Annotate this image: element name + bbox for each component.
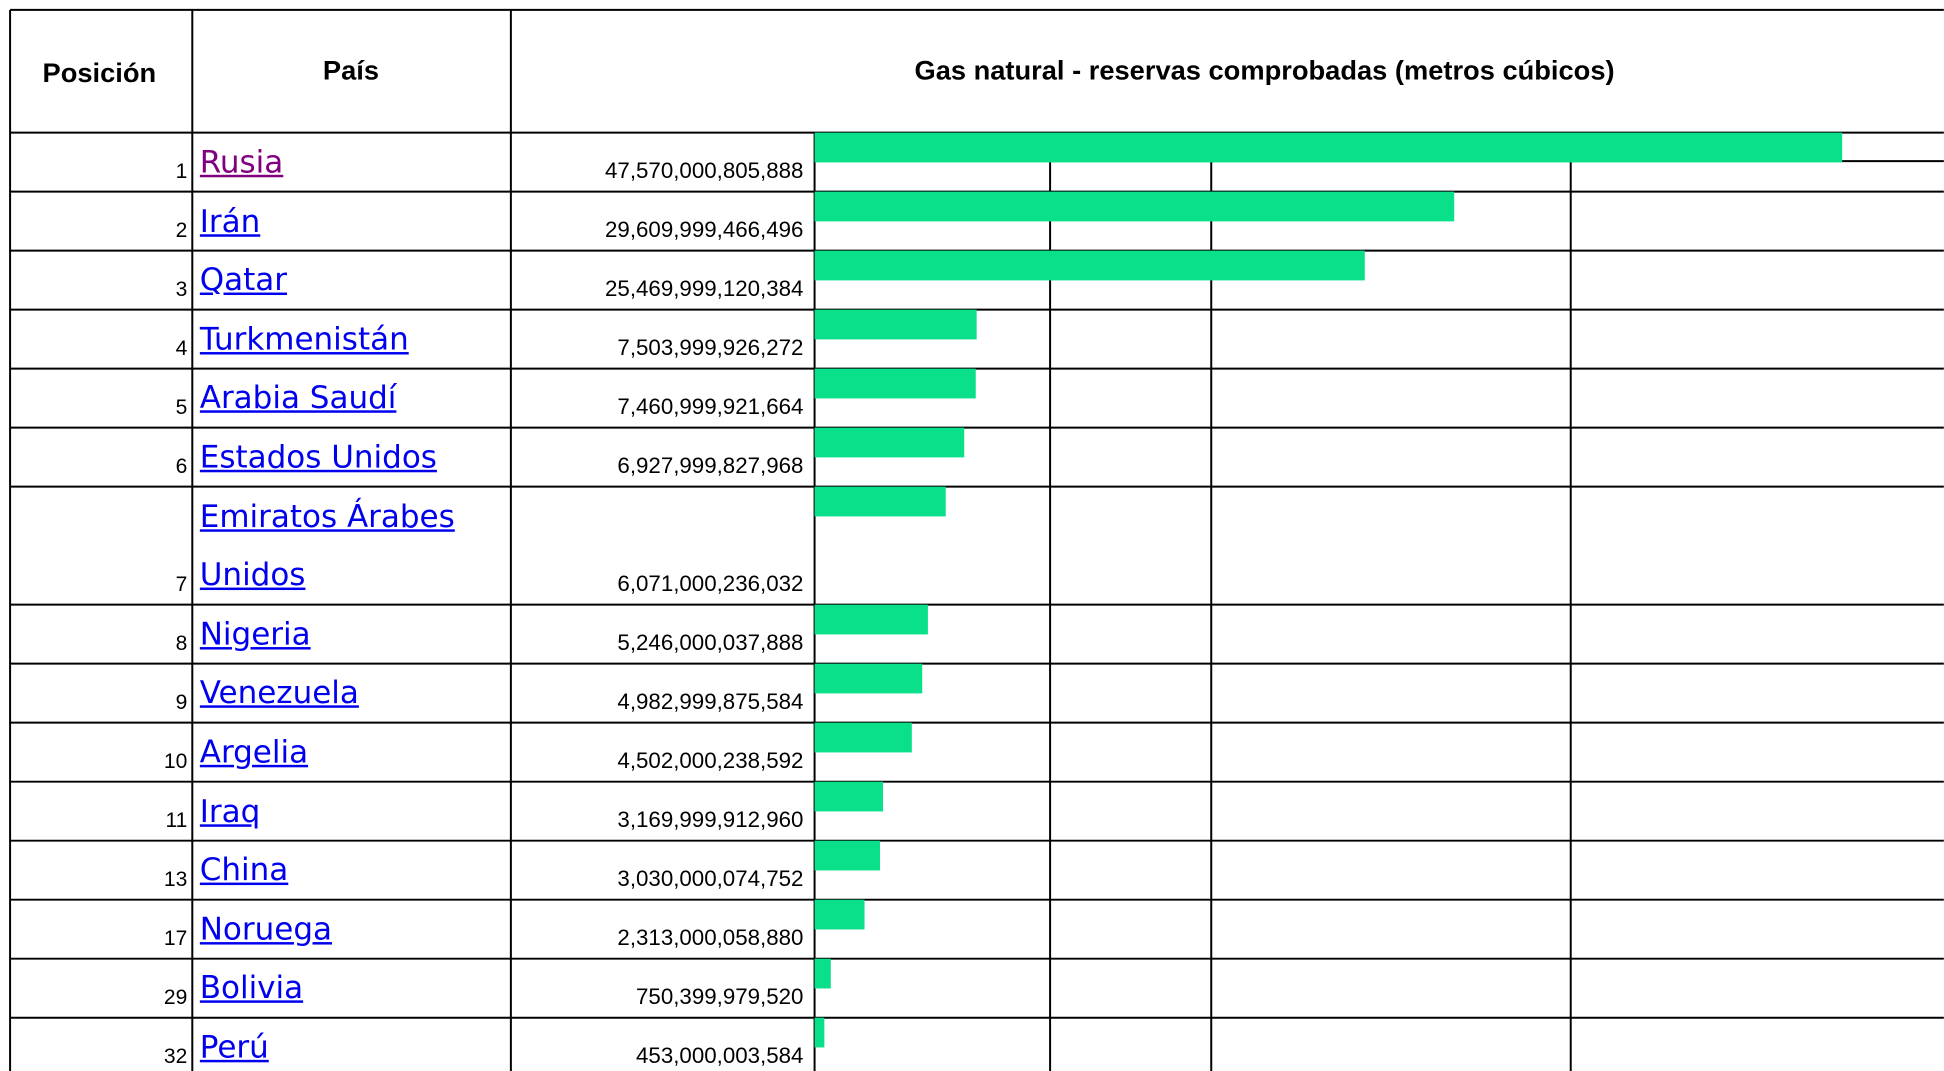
- country-link[interactable]: Irán: [199, 202, 261, 239]
- header-position: Posición: [43, 57, 157, 88]
- header-country: País: [323, 54, 379, 85]
- country-cell: Venezuela: [199, 674, 359, 711]
- reserves-value: 6,927,999,827,968: [617, 453, 803, 478]
- position: 10: [164, 750, 187, 773]
- country-cell: Perú: [199, 1028, 269, 1065]
- country-cell: Noruega: [199, 910, 333, 947]
- country-cell: Nigeria: [199, 615, 311, 652]
- position: 2: [176, 219, 188, 242]
- reserves-value: 6,071,000,236,032: [617, 571, 803, 596]
- country-cell: Iraq: [199, 792, 261, 829]
- position: 1: [176, 160, 188, 183]
- country-cell: Qatar: [199, 261, 288, 298]
- bar: [814, 427, 965, 458]
- country-link[interactable]: Venezuela: [199, 674, 359, 711]
- country-link[interactable]: Perú: [199, 1028, 269, 1065]
- country-link[interactable]: Arabia Saudí: [199, 379, 397, 416]
- grid-lines: [9, 8, 1944, 1071]
- bar: [814, 132, 1843, 163]
- reserves-value: 5,246,000,037,888: [617, 630, 803, 655]
- bar: [814, 899, 865, 930]
- position: 9: [176, 691, 188, 714]
- position: 17: [164, 927, 187, 950]
- country-link[interactable]: Emiratos Árabes Unidos: [199, 497, 455, 593]
- bar: [814, 722, 912, 753]
- reserves-value: 2,313,000,058,880: [617, 925, 803, 950]
- position: 4: [176, 337, 188, 360]
- country-cell: Rusia: [199, 143, 284, 180]
- reserves-value: 7,503,999,926,272: [617, 335, 803, 360]
- country-cell: Bolivia: [199, 969, 304, 1006]
- reserves-value: 7,460,999,921,664: [617, 394, 803, 419]
- bar: [814, 309, 977, 340]
- position: 7: [176, 573, 188, 596]
- country-link[interactable]: Nigeria: [199, 615, 311, 652]
- bar: [814, 663, 923, 694]
- bar: [814, 840, 881, 871]
- position: 13: [164, 868, 187, 891]
- reserves-value: 4,982,999,875,584: [617, 689, 803, 714]
- country-link[interactable]: Turkmenistán: [199, 320, 409, 357]
- position: 8: [176, 632, 188, 655]
- country-cell: Estados Unidos: [199, 438, 437, 475]
- country-cell: Turkmenistán: [199, 320, 409, 357]
- country-cell: Arabia Saudí: [199, 379, 397, 416]
- position: 32: [164, 1045, 187, 1068]
- reserves-value: 453,000,003,584: [636, 1043, 803, 1068]
- bar: [814, 781, 884, 812]
- reserves-value: 750,399,979,520: [636, 984, 803, 1009]
- reserves-value: 47,570,000,805,888: [605, 158, 803, 183]
- reserves-value: 3,030,000,074,752: [617, 866, 803, 891]
- country-link[interactable]: Iraq: [199, 792, 261, 829]
- bar: [814, 958, 831, 989]
- bar: [814, 191, 1455, 222]
- country-link[interactable]: Bolivia: [199, 969, 304, 1006]
- position: 5: [176, 396, 188, 419]
- country-cell: Argelia: [199, 733, 309, 770]
- bar: [814, 368, 976, 399]
- reserves-value: 4,502,000,238,592: [617, 748, 803, 773]
- country-link[interactable]: Noruega: [199, 910, 333, 947]
- country-cell: China: [199, 851, 289, 888]
- country-link[interactable]: Rusia: [199, 143, 284, 180]
- reserves-value: 3,169,999,912,960: [617, 807, 803, 832]
- reserves-value: 29,609,999,466,496: [605, 217, 803, 242]
- position: 6: [176, 455, 188, 478]
- country-link[interactable]: Argelia: [199, 733, 309, 770]
- bar: [814, 604, 928, 635]
- bar: [814, 1017, 825, 1048]
- position: 29: [164, 986, 187, 1009]
- country-link[interactable]: China: [199, 851, 289, 888]
- country-link[interactable]: Estados Unidos: [199, 438, 437, 475]
- country-cell: Irán: [199, 202, 261, 239]
- bar: [814, 250, 1365, 281]
- country-link[interactable]: Qatar: [199, 261, 288, 298]
- header-title: Gas natural - reservas comprobadas (metr…: [915, 54, 1615, 85]
- cells: Rusia 1 47,570,000,805,888 Irán 2 29,609,999,…: [164, 132, 1843, 1068]
- country-cell: Emiratos Árabes Unidos: [199, 497, 455, 593]
- position: 11: [165, 809, 187, 832]
- bar: [814, 486, 946, 517]
- position: 3: [176, 278, 188, 301]
- reserves-value: 25,469,999,120,384: [605, 276, 803, 301]
